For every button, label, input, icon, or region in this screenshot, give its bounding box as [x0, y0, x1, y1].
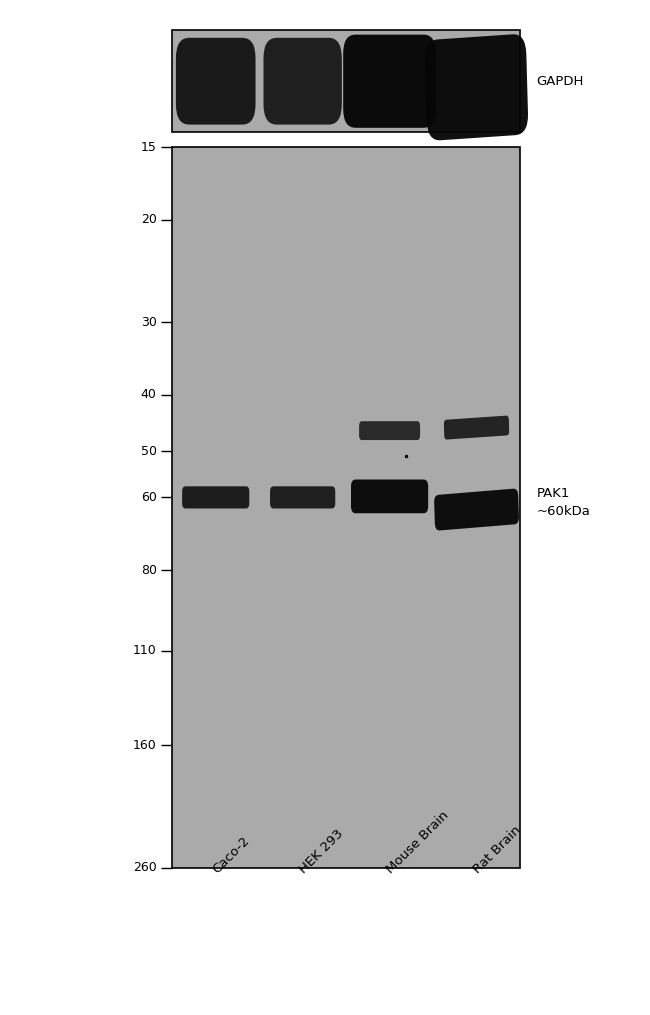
Text: 80: 80 [140, 563, 157, 577]
FancyBboxPatch shape [359, 421, 420, 441]
Text: 30: 30 [141, 316, 157, 329]
Text: GAPDH: GAPDH [536, 75, 584, 87]
FancyBboxPatch shape [172, 147, 520, 868]
FancyBboxPatch shape [182, 486, 250, 509]
Text: 20: 20 [141, 213, 157, 226]
Text: 40: 40 [141, 389, 157, 402]
Text: 160: 160 [133, 739, 157, 752]
Text: Mouse Brain: Mouse Brain [384, 809, 451, 876]
FancyBboxPatch shape [444, 415, 509, 439]
Text: Caco-2: Caco-2 [210, 834, 252, 876]
Text: Rat Brain: Rat Brain [471, 823, 523, 876]
FancyBboxPatch shape [176, 38, 255, 125]
Text: 110: 110 [133, 644, 157, 657]
FancyBboxPatch shape [270, 486, 335, 509]
Text: HEK 293: HEK 293 [296, 827, 346, 876]
Text: 260: 260 [133, 862, 157, 874]
Text: 60: 60 [141, 491, 157, 503]
FancyBboxPatch shape [425, 35, 528, 140]
FancyBboxPatch shape [172, 30, 520, 132]
FancyBboxPatch shape [343, 35, 436, 128]
Text: PAK1
~60kDa: PAK1 ~60kDa [536, 487, 590, 518]
FancyBboxPatch shape [351, 479, 428, 514]
FancyBboxPatch shape [434, 488, 519, 531]
Text: 50: 50 [140, 445, 157, 458]
Text: 15: 15 [141, 141, 157, 153]
FancyBboxPatch shape [263, 38, 342, 125]
